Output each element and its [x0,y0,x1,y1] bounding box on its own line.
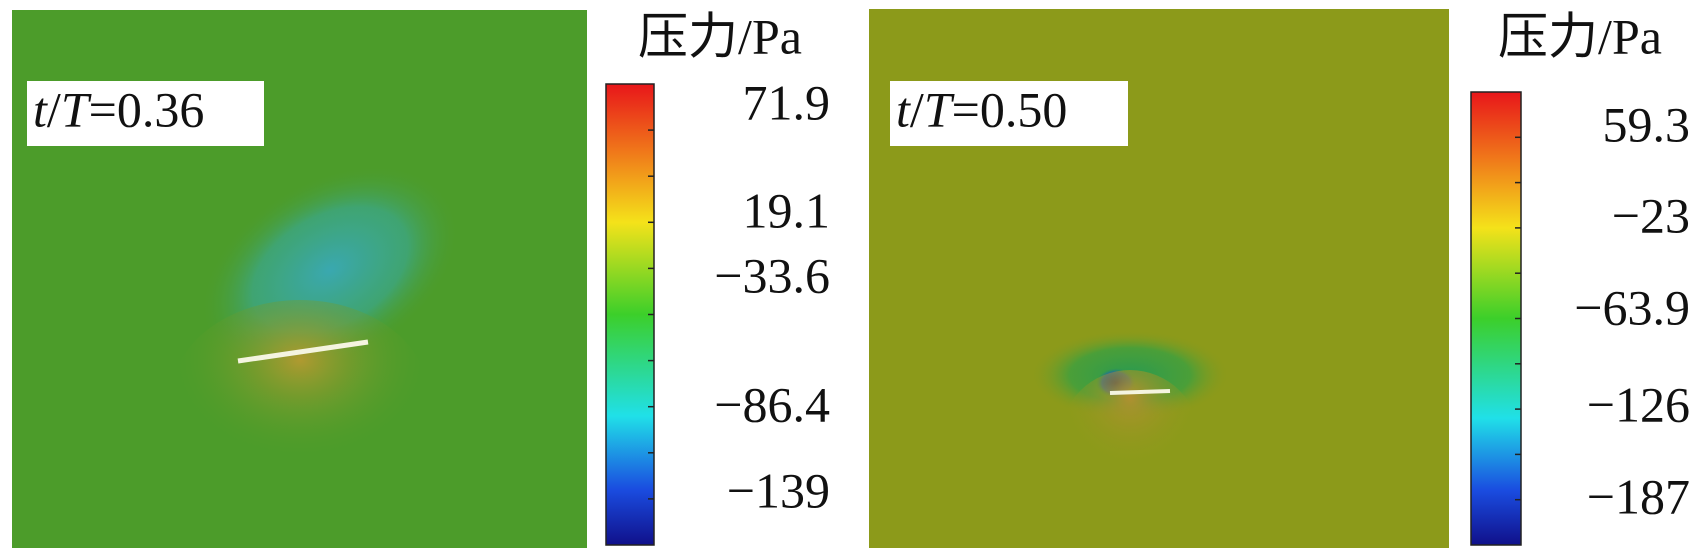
contour-right [869,9,1449,548]
plate [1109,389,1171,395]
colorbar [605,83,655,546]
label-box [27,81,264,146]
time-label-part: / [47,82,61,138]
colorbar-tick-label: 19.1 [743,182,831,238]
colorbar-tick-label: 71.9 [743,74,831,130]
time-label-part: T [924,82,955,138]
colorbar-tick-label: −86.4 [714,376,830,432]
colorbar-tick-label: −63.9 [1574,279,1690,335]
colorbar-tick-label: −187 [1587,468,1690,524]
time-label: t/T=0.50 [896,82,1067,138]
colorbar-title: 压力/Pa [638,8,802,64]
colorbar-tick-label: −139 [727,462,830,518]
time-label-part: / [910,82,924,138]
colorbar-tick-label: 59.3 [1603,96,1691,152]
colorbar-title: 压力/Pa [1498,8,1662,64]
time-label-part: =0.50 [952,82,1068,138]
colorbar-tick-label: −126 [1587,376,1690,432]
plate [237,339,369,364]
time-label-part: t [33,82,48,138]
colorbar-tick-label: −33.6 [714,247,830,303]
time-label-part: t [896,82,911,138]
label-box [890,81,1128,146]
contour-left [12,10,587,548]
colorbar-tick-label: −23 [1612,187,1690,243]
time-label-part: =0.36 [89,82,205,138]
colorbar [1470,91,1522,546]
time-label-part: T [61,82,92,138]
time-label: t/T=0.36 [33,82,204,138]
